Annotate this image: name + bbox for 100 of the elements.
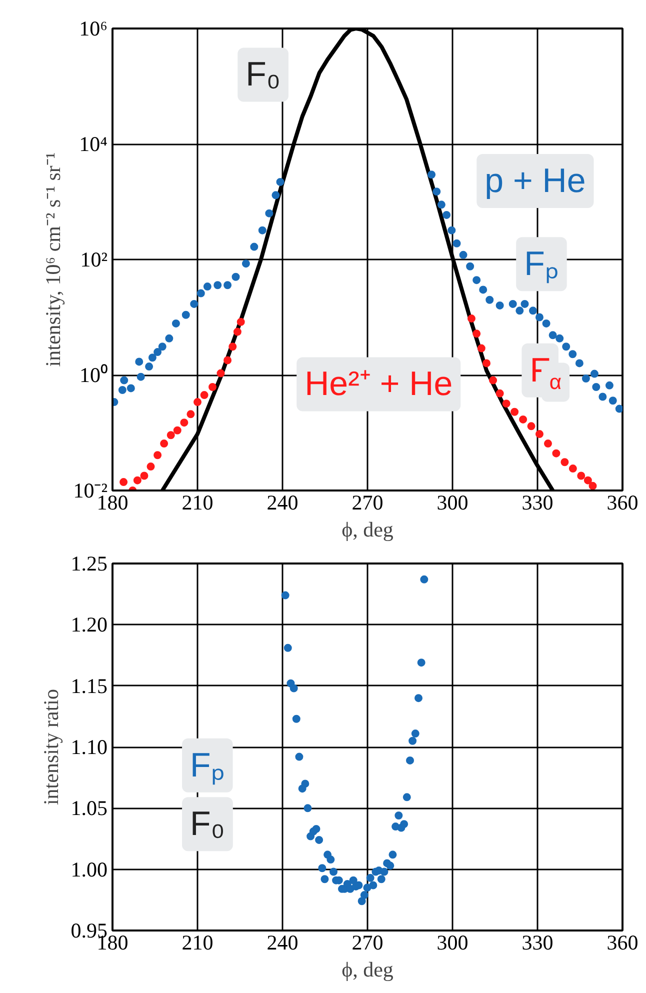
point — [406, 756, 414, 764]
point — [402, 793, 411, 802]
point — [496, 389, 504, 398]
x-tick-label: 360 — [606, 930, 638, 954]
point — [386, 862, 394, 870]
point — [605, 381, 614, 390]
point — [330, 868, 338, 876]
point — [472, 330, 481, 338]
y-axis-title: intensity, 10⁶ cm⁻² s⁻¹ sr⁻¹ — [41, 152, 66, 367]
y-tick-label: 1.00 — [70, 857, 108, 882]
point — [136, 372, 145, 381]
point — [304, 804, 312, 812]
point — [535, 430, 544, 438]
point — [592, 382, 600, 391]
point — [452, 239, 461, 248]
point — [160, 440, 168, 448]
point — [411, 730, 420, 738]
point — [281, 591, 290, 600]
y-tick-label: 10⁶ — [79, 16, 108, 40]
point — [224, 281, 232, 290]
point — [224, 356, 232, 364]
point — [528, 306, 537, 315]
point — [236, 318, 245, 326]
annotation: Fₚ — [190, 746, 225, 786]
point — [414, 694, 422, 702]
point — [477, 344, 486, 352]
point — [486, 296, 494, 304]
point — [556, 334, 564, 342]
point — [214, 281, 222, 290]
point — [154, 451, 162, 460]
point — [180, 418, 188, 427]
point — [575, 359, 584, 368]
point — [194, 398, 202, 406]
point — [437, 200, 446, 209]
point — [233, 328, 242, 336]
point — [466, 262, 474, 270]
point — [120, 376, 128, 384]
point — [369, 881, 378, 890]
point — [250, 242, 258, 251]
point — [568, 350, 577, 358]
point — [535, 313, 544, 322]
point — [135, 358, 144, 366]
point — [615, 404, 622, 413]
point — [326, 856, 335, 864]
point — [165, 334, 174, 342]
x-tick-label: 330 — [522, 490, 554, 514]
point — [186, 410, 195, 418]
point — [258, 226, 266, 234]
point — [496, 301, 504, 310]
point — [173, 426, 182, 434]
point — [172, 319, 180, 328]
point — [408, 736, 417, 745]
point — [502, 400, 510, 408]
point — [182, 310, 190, 319]
x-tick-label: 300 — [436, 490, 468, 514]
point — [208, 382, 217, 391]
y-tick-label: 10⁴ — [79, 132, 108, 156]
point — [196, 289, 205, 298]
point — [582, 374, 590, 382]
point — [472, 276, 481, 284]
point — [301, 780, 310, 788]
point — [358, 897, 366, 906]
x-tick-label: 270 — [352, 490, 384, 514]
point — [400, 820, 408, 828]
point — [166, 431, 175, 440]
point — [312, 824, 320, 833]
point — [482, 359, 490, 368]
point — [276, 178, 284, 186]
x-tick-label: 210 — [182, 490, 214, 514]
series-label: F₀ — [246, 56, 281, 94]
point — [265, 209, 274, 218]
y-axis-title: intensity ratio — [38, 688, 63, 806]
y-tick-label: 1.05 — [70, 796, 108, 820]
point — [428, 170, 436, 179]
point — [560, 458, 569, 466]
point — [140, 472, 148, 480]
point — [295, 752, 304, 761]
point — [608, 396, 617, 405]
point — [527, 422, 536, 430]
annotation: He²⁺ + He — [304, 365, 453, 404]
point — [366, 874, 374, 882]
x-tick-label: 270 — [352, 930, 384, 954]
point — [377, 875, 386, 884]
x-axis-title: ϕ, deg — [342, 958, 394, 982]
point — [568, 464, 577, 473]
point — [228, 342, 237, 351]
point — [467, 314, 476, 323]
point — [448, 226, 456, 234]
point — [417, 658, 426, 667]
point — [315, 836, 324, 844]
point — [154, 348, 162, 356]
point — [489, 376, 498, 384]
point — [542, 319, 550, 328]
x-tick-label: 360 — [606, 490, 638, 514]
x-axis-title: ϕ, deg — [342, 518, 394, 542]
point — [203, 282, 212, 291]
point — [290, 684, 298, 692]
x-tick-label: 210 — [182, 930, 214, 954]
y-tick-label: 10² — [80, 248, 108, 272]
point — [318, 864, 326, 872]
